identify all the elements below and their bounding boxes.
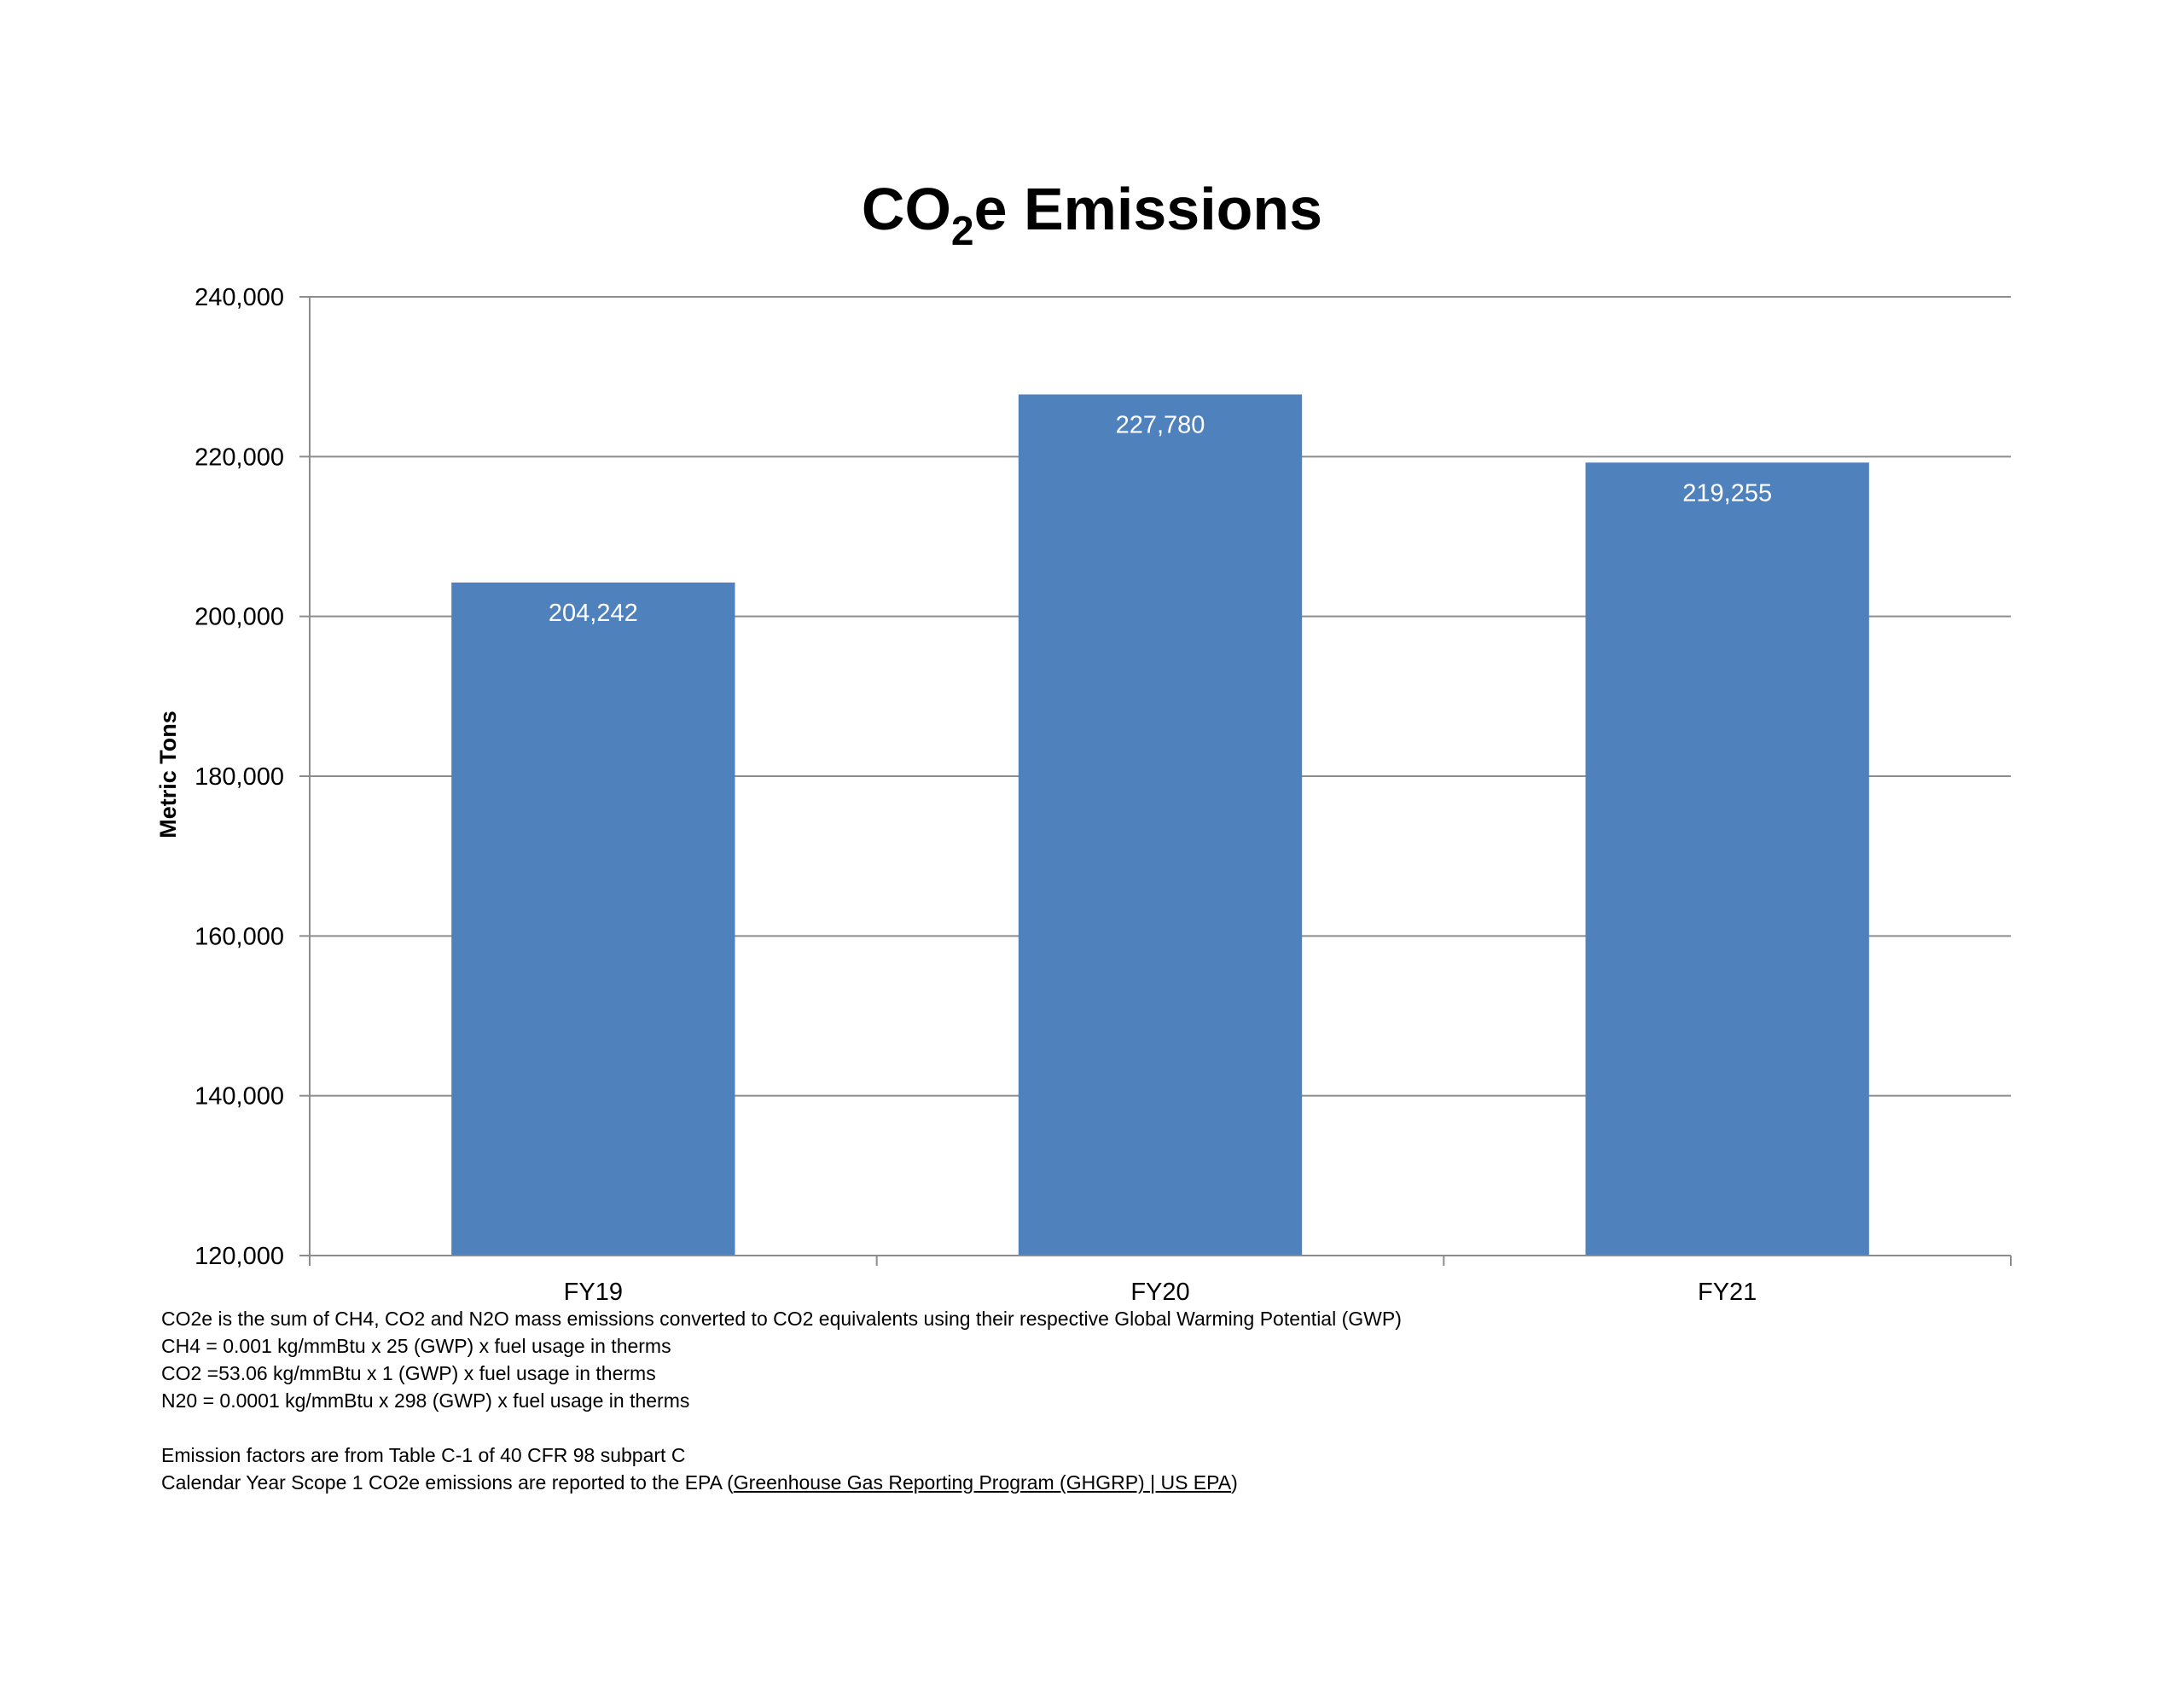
- chart-title: CO2e Emissions: [0, 171, 2184, 252]
- y-tick-label: 200,000: [195, 604, 284, 631]
- note-line-3: CO2 =53.06 kg/mmBtu x 1 (GWP) x fuel usa…: [161, 1362, 656, 1384]
- bars: [451, 394, 1869, 1256]
- epa-ghgrp-link[interactable]: Greenhouse Gas Reporting Program (GHGRP)…: [733, 1471, 1232, 1494]
- note-line-6-prefix: Calendar Year Scope 1 CO2e emissions are…: [161, 1471, 734, 1494]
- y-tick-label: 120,000: [195, 1243, 284, 1270]
- bar-fy19: [451, 582, 735, 1256]
- chart-title-subscript: 2: [950, 209, 974, 254]
- axes: [299, 296, 2012, 1266]
- y-tick-label: 140,000: [195, 1083, 284, 1111]
- x-tick-label: FY21: [1698, 1279, 1757, 1306]
- bar-fy20: [1018, 394, 1303, 1256]
- note-line-5: Emission factors are from Table C-1 of 4…: [161, 1444, 686, 1466]
- note-line-1: CO2e is the sum of CH4, CO2 and N2O mass…: [161, 1308, 1402, 1330]
- bar-value-label: 204,242: [549, 600, 638, 627]
- note-line-6: Calendar Year Scope 1 CO2e emissions are…: [161, 1469, 1402, 1496]
- y-axis-title: Metric Tons: [155, 711, 181, 838]
- y-tick-label: 160,000: [195, 923, 284, 950]
- note-line-2: CH4 = 0.001 kg/mmBtu x 25 (GWP) x fuel u…: [161, 1335, 671, 1357]
- x-tick-label: FY20: [1130, 1279, 1189, 1306]
- note-spacer: [161, 1414, 1402, 1441]
- y-tick-label: 220,000: [195, 444, 284, 471]
- x-tick-label: FY19: [564, 1279, 623, 1306]
- note-line-6-suffix: ): [1231, 1471, 1238, 1494]
- y-tick-label: 180,000: [195, 763, 284, 791]
- bar-value-label: 227,780: [1116, 411, 1205, 438]
- footnotes: CO2e is the sum of CH4, CO2 and N2O mass…: [161, 1305, 1402, 1496]
- chart-title-part-1: CO: [861, 176, 951, 242]
- note-line-4: N20 = 0.0001 kg/mmBtu x 298 (GWP) x fuel…: [161, 1389, 690, 1412]
- y-tick-label: 240,000: [195, 284, 284, 311]
- labels: 120,000 140,000 160,000 180,000 200,000 220,0…: [195, 284, 1772, 1306]
- chart-title-part-2: e Emissions: [973, 176, 1323, 242]
- bar-value-label: 219,255: [1682, 479, 1772, 507]
- bar-fy21: [1585, 462, 1869, 1256]
